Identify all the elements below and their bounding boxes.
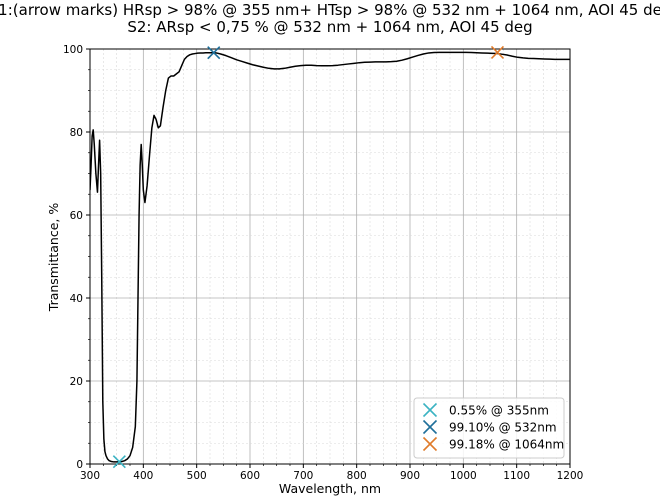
- x-tick-label: 400: [133, 470, 153, 482]
- y-tick-label: 60: [70, 210, 83, 222]
- ticks: 300 400 500 600 700 800 900 1000 1100 1200 0 20 40 60…: [63, 44, 583, 482]
- y-tick-label: 40: [70, 293, 83, 305]
- x-tick-label: 700: [293, 470, 313, 482]
- y-axis-label: Transmittance, %: [46, 203, 61, 313]
- legend-entry-label: 99.10% @ 532nm: [449, 421, 557, 435]
- x-tick-label: 1000: [450, 470, 477, 482]
- legend-marker: [422, 419, 438, 435]
- grid: [90, 49, 570, 464]
- legend-marker: [422, 402, 438, 418]
- y-tick-label: 20: [70, 376, 83, 388]
- y-tick-label: 100: [63, 44, 83, 56]
- chart-title-line-2: S2: ARsp < 0,75 % @ 532 nm + 1064 nm, AO…: [127, 18, 532, 36]
- x-tick-label: 600: [240, 470, 260, 482]
- series-layer: [90, 51, 570, 463]
- x-tick-label: 900: [400, 470, 420, 482]
- x-tick-label: 1200: [557, 470, 584, 482]
- x-tick-label: 500: [187, 470, 207, 482]
- legend: 0.55% @ 355nm 99.10% @ 532nm 99.18% @ 1064…: [413, 397, 565, 459]
- x-tick-label: 300: [80, 470, 100, 482]
- x-axis-label: Wavelength, nm: [279, 481, 381, 496]
- y-tick-label: 0: [76, 459, 83, 471]
- chart-title-line-1: S1:(arrow marks) HRsp > 98% @ 355 nm+ HT…: [0, 1, 660, 19]
- markers: [112, 45, 505, 469]
- transmittance-line: [90, 51, 570, 463]
- data-marker: [207, 46, 221, 60]
- legend-entry-label: 99.18% @ 1064nm: [449, 438, 564, 452]
- x-tick-label: 800: [347, 470, 367, 482]
- data-marker: [490, 45, 505, 59]
- x-tick-label: 1100: [503, 470, 530, 482]
- legend-marker: [422, 436, 438, 452]
- data-marker: [112, 455, 126, 469]
- legend-entry-label: 0.55% @ 355nm: [449, 404, 549, 418]
- legend-box: [413, 397, 565, 459]
- y-tick-label: 80: [70, 127, 83, 139]
